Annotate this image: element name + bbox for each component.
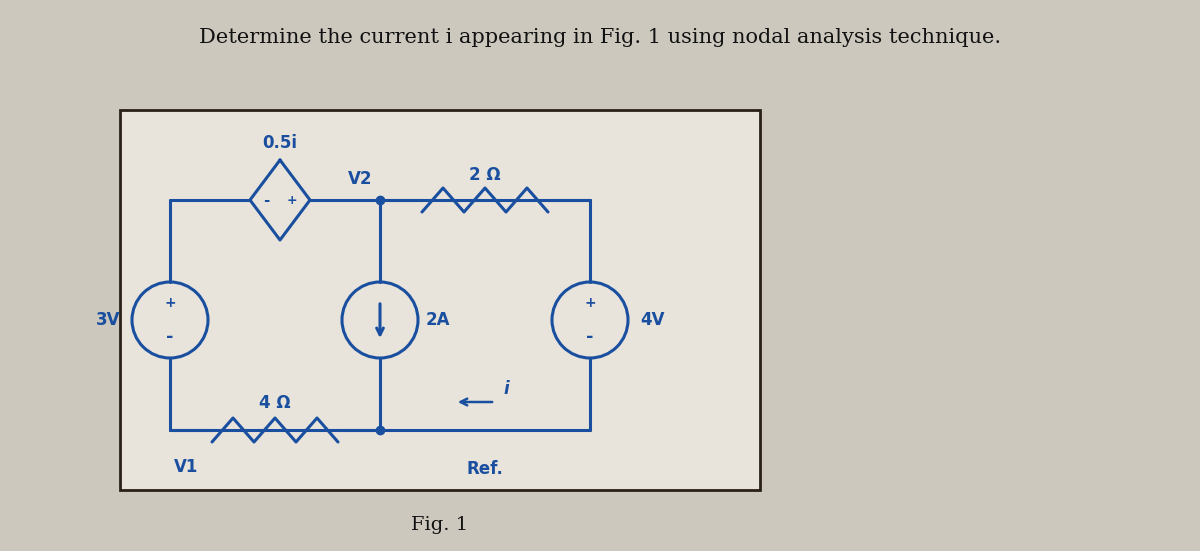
Text: 2 Ω: 2 Ω xyxy=(469,166,500,184)
Text: +: + xyxy=(287,193,298,207)
Text: Ref.: Ref. xyxy=(467,460,504,478)
Text: -: - xyxy=(263,192,270,208)
Text: 4 Ω: 4 Ω xyxy=(259,394,290,412)
Text: -: - xyxy=(587,328,594,346)
Text: +: + xyxy=(164,296,176,310)
Text: 4V: 4V xyxy=(640,311,665,329)
Text: V1: V1 xyxy=(174,458,198,476)
Text: -: - xyxy=(167,328,174,346)
Text: 3V: 3V xyxy=(96,311,120,329)
Text: i: i xyxy=(503,380,509,398)
Text: Fig. 1: Fig. 1 xyxy=(412,516,468,534)
Text: +: + xyxy=(584,296,596,310)
Text: 0.5i: 0.5i xyxy=(263,134,298,152)
Text: 2A: 2A xyxy=(426,311,450,329)
Text: V2: V2 xyxy=(348,170,372,188)
Bar xyxy=(120,110,760,490)
Text: Determine the current i appearing in Fig. 1 using nodal analysis technique.: Determine the current i appearing in Fig… xyxy=(199,28,1001,47)
